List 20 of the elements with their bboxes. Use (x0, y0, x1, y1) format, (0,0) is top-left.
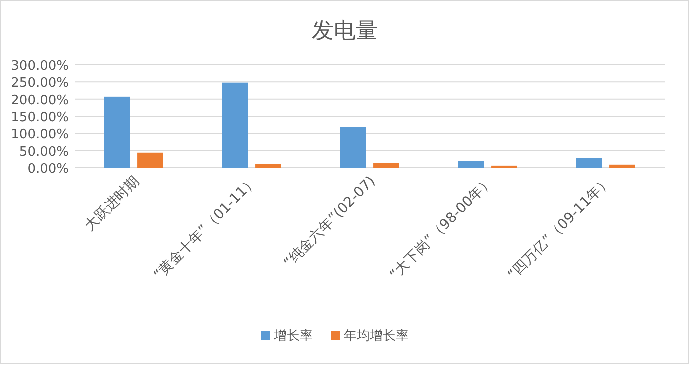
bar (104, 96, 130, 168)
bar (222, 82, 248, 168)
chart-title: 发电量 (312, 19, 378, 44)
y-tick-label: 50.00% (19, 144, 69, 160)
y-tick-label: 100.00% (11, 128, 69, 143)
bar (256, 164, 282, 168)
y-tick-label: 150.00% (11, 110, 69, 126)
y-tick-label: 250.00% (11, 76, 69, 92)
legend-label: 增长率 (273, 328, 313, 344)
legend-label: 年均增长率 (344, 328, 409, 344)
y-tick-label: 0.00% (28, 162, 69, 177)
y-tick-label: 300.00% (11, 59, 69, 74)
bar (374, 163, 400, 168)
y-tick-label: 200.00% (11, 93, 69, 108)
bar (576, 158, 602, 168)
bar (138, 152, 164, 168)
bar (340, 127, 366, 168)
bar (610, 164, 636, 168)
bar (458, 161, 484, 168)
x-tick-label: 大跃进时期 (82, 174, 143, 234)
